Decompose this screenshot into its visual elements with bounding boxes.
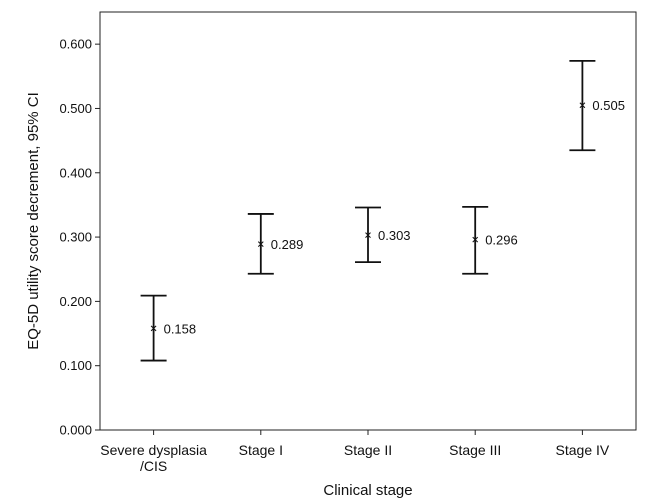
mean-marker [579,102,586,109]
mean-marker [150,325,157,332]
x-tick-label: Stage I [239,442,283,458]
error-bar: 0.505 [569,59,625,152]
error-bar: 0.303 [355,206,411,264]
y-tick-label: 0.000 [59,423,92,438]
mean-marker [472,236,479,243]
error-bars: 0.158 0.289 0.303 0.296 0.505 [140,59,625,362]
data-label: 0.303 [378,228,411,243]
mean-marker [257,241,264,248]
error-bar: 0.158 [140,294,197,362]
mean-marker [365,232,371,239]
x-tick-label: Stage III [449,442,501,458]
y-axis: 0.000 0.100 0.200 0.300 0.400 0.500 0.600 [59,37,100,438]
y-axis-title: EQ-5D utility score decrement, 95% CI [25,92,42,350]
y-tick-label: 0.300 [59,230,92,245]
data-label: 0.289 [271,237,304,252]
x-tick-label: Severe dysplasia [100,442,207,458]
y-tick-label: 0.500 [59,101,92,116]
x-tick-label: Stage II [344,442,392,458]
data-label: 0.505 [592,98,625,113]
x-tick-label: /CIS [140,458,167,474]
x-axis-title: Clinical stage [323,482,412,499]
error-bar: 0.296 [462,205,518,275]
y-tick-label: 0.400 [59,165,92,180]
data-label: 0.296 [485,233,518,248]
y-tick-label: 0.200 [59,294,92,309]
y-tick-label: 0.100 [59,358,92,373]
data-label: 0.158 [164,321,197,336]
x-axis: Severe dysplasia/CIS Stage I Stage II Stage… [100,430,610,474]
y-tick-label: 0.600 [59,37,92,52]
error-bar: 0.289 [247,213,304,275]
x-tick-label: Stage IV [556,442,610,458]
